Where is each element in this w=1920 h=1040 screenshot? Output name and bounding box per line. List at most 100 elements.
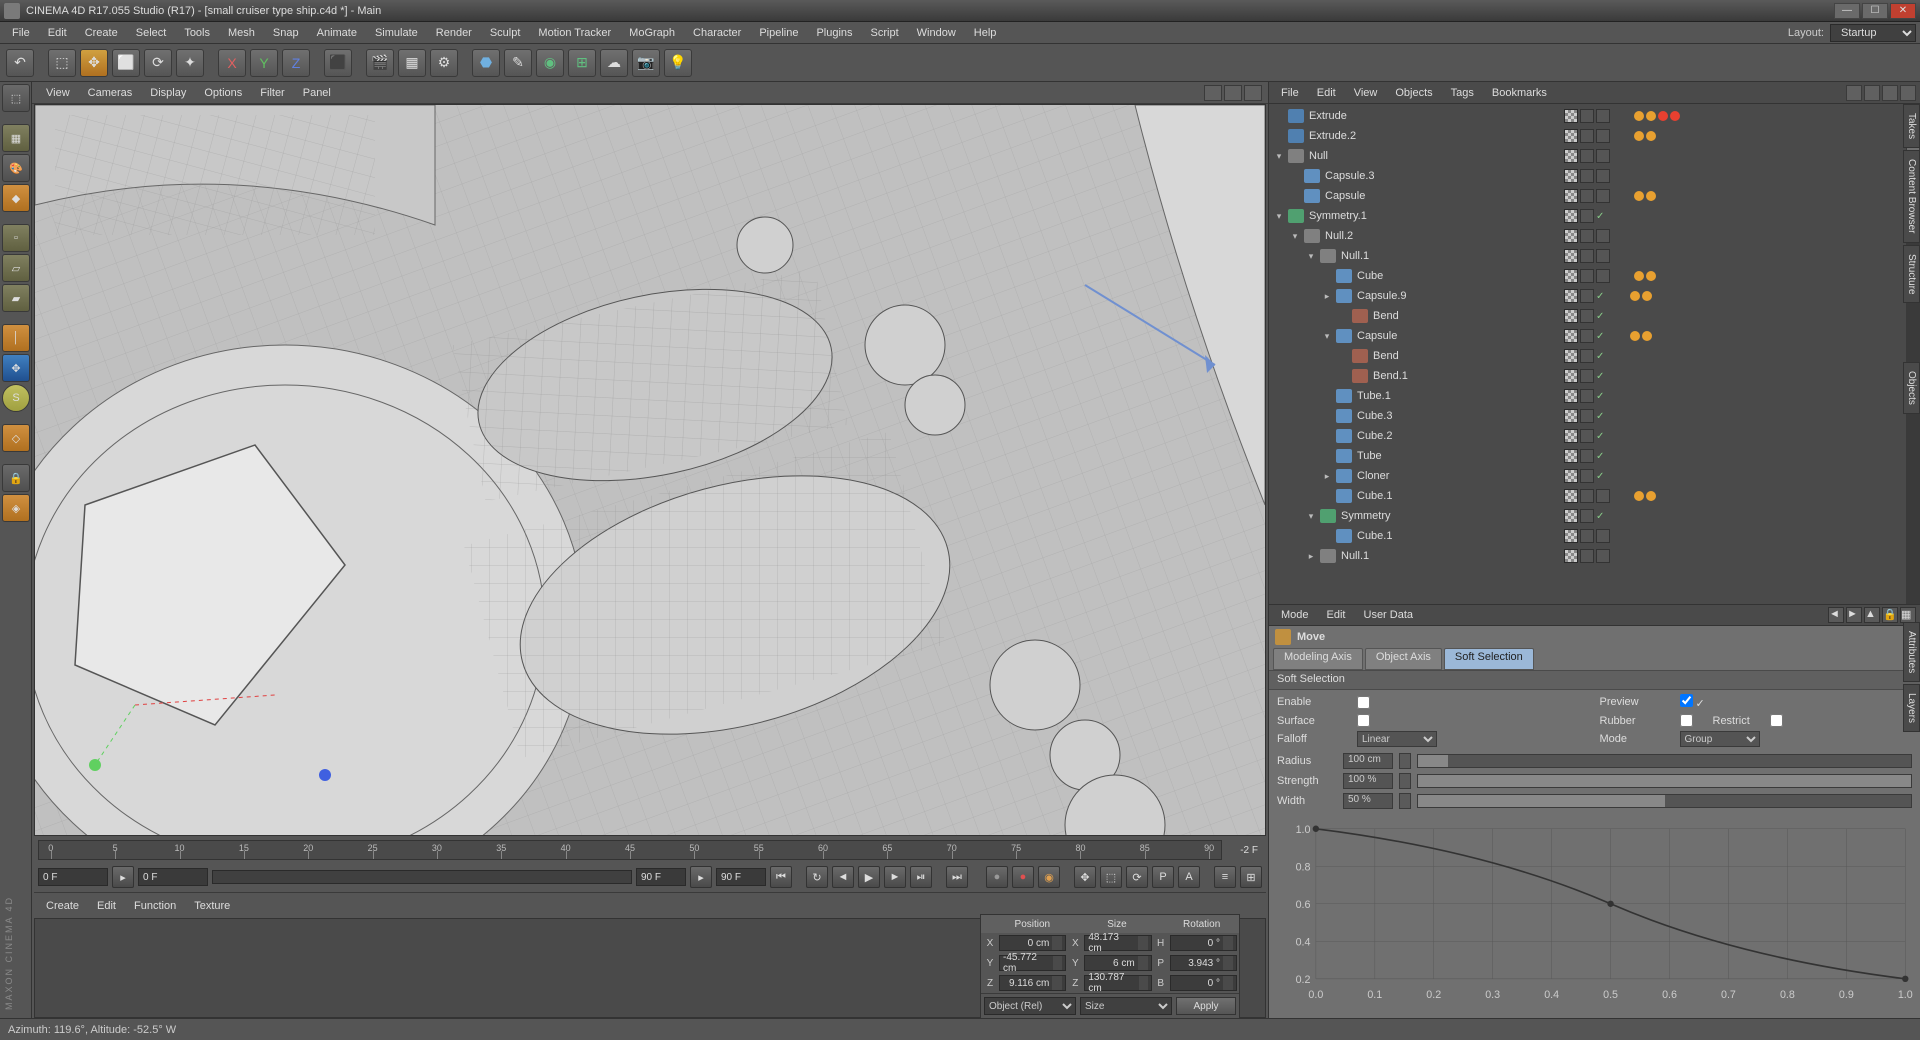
menu-help[interactable]: Help	[966, 25, 1005, 41]
strength-spinner[interactable]	[1399, 773, 1411, 789]
tree-row-cube[interactable]: Cube	[1269, 266, 1920, 286]
view-menu-panel[interactable]: Panel	[295, 85, 339, 101]
goto-start-button[interactable]: ⏮	[770, 866, 792, 888]
y-axis-button[interactable]: Y	[250, 49, 278, 77]
vp-config2-button[interactable]	[1224, 85, 1242, 101]
texture-mode-button[interactable]: 🎨	[2, 154, 30, 182]
menu-create[interactable]: Create	[77, 25, 126, 41]
workplane2-button[interactable]: ◇	[2, 424, 30, 452]
maximize-button[interactable]: ☐	[1862, 3, 1888, 19]
tree-row-extrude-2[interactable]: Extrude.2	[1269, 126, 1920, 146]
side-tab-takes[interactable]: Takes	[1903, 104, 1920, 148]
tree-row-extrude[interactable]: Extrude	[1269, 106, 1920, 126]
key-opt1-button[interactable]: ≡	[1214, 866, 1236, 888]
record-button[interactable]: ●	[986, 866, 1008, 888]
deformer-button[interactable]: ⊞	[568, 49, 596, 77]
obj-menu-objects[interactable]: Objects	[1387, 85, 1440, 101]
radius-value[interactable]: 100 cm	[1343, 753, 1393, 769]
width-value[interactable]: 50 %	[1343, 793, 1393, 809]
tree-row-cloner[interactable]: ▸ Cloner ✓	[1269, 466, 1920, 486]
radius-slider[interactable]	[1417, 754, 1912, 768]
edge-mode-button[interactable]: ▱	[2, 254, 30, 282]
attr-back-button[interactable]: ◄	[1828, 607, 1844, 623]
menu-animate[interactable]: Animate	[309, 25, 365, 41]
tree-row-null-1[interactable]: ▸ Null.1	[1269, 546, 1920, 566]
obj-filter-button[interactable]	[1864, 85, 1880, 101]
keysel-button[interactable]: ◉	[1038, 866, 1060, 888]
view-menu-cameras[interactable]: Cameras	[80, 85, 141, 101]
mat-menu-edit[interactable]: Edit	[89, 898, 124, 914]
surface-checkbox[interactable]	[1357, 714, 1370, 727]
frame-start-field[interactable]	[38, 868, 108, 886]
key-scale-button[interactable]: ⬚	[1100, 866, 1122, 888]
attr-menu-edit[interactable]: Edit	[1319, 607, 1354, 623]
key-pos-button[interactable]: ✥	[1074, 866, 1096, 888]
timeline-ruler[interactable]: 051015202530354045505560657075808590	[38, 840, 1222, 860]
rotate-button[interactable]: ⟳	[144, 49, 172, 77]
side-tab-objects[interactable]: Objects	[1903, 362, 1920, 414]
tree-expand-icon[interactable]: ▾	[1273, 211, 1285, 222]
frame-cur-field[interactable]	[138, 868, 208, 886]
tree-expand-icon[interactable]: ▸	[1305, 551, 1317, 562]
coord-r-B[interactable]: 0 °	[1170, 975, 1237, 991]
move-button[interactable]: ✥	[80, 49, 108, 77]
side-tab-structure[interactable]: Structure	[1903, 245, 1920, 304]
coord-r-H[interactable]: 0 °	[1170, 935, 1237, 951]
render-view-button[interactable]: 🎬	[366, 49, 394, 77]
coord-apply-button[interactable]: Apply	[1176, 997, 1236, 1015]
mat-menu-texture[interactable]: Texture	[186, 898, 238, 914]
last-tool-button[interactable]: ✦	[176, 49, 204, 77]
menu-snap[interactable]: Snap	[265, 25, 307, 41]
preview-checkbox[interactable]	[1680, 694, 1693, 707]
goto-end-button[interactable]: ⏭	[946, 866, 968, 888]
attr-menu-user-data[interactable]: User Data	[1356, 607, 1422, 623]
view-menu-filter[interactable]: Filter	[252, 85, 292, 101]
menu-sculpt[interactable]: Sculpt	[482, 25, 529, 41]
side-tab-content-browser[interactable]: Content Browser	[1903, 150, 1920, 242]
menu-pipeline[interactable]: Pipeline	[751, 25, 806, 41]
coord-p-Y[interactable]: -45.772 cm	[999, 955, 1066, 971]
view-menu-view[interactable]: View	[38, 85, 78, 101]
key-param-button[interactable]: P	[1152, 866, 1174, 888]
object-manager[interactable]: Extrude Extrude.2 ▾ Null Capsule.3	[1269, 104, 1920, 604]
tree-row-null-1[interactable]: ▾ Null.1	[1269, 246, 1920, 266]
prev-key-button[interactable]: ⏯	[910, 866, 932, 888]
menu-plugins[interactable]: Plugins	[808, 25, 860, 41]
mode-select[interactable]: Group	[1680, 731, 1760, 747]
side-tab-attributes[interactable]: Attributes	[1903, 622, 1920, 682]
obj-search-button[interactable]	[1846, 85, 1862, 101]
tree-expand-icon[interactable]: ▾	[1305, 251, 1317, 262]
obj-menu-button[interactable]	[1900, 85, 1916, 101]
tree-expand-icon[interactable]: ▾	[1321, 331, 1333, 342]
strength-slider[interactable]	[1417, 774, 1912, 788]
z-axis-button[interactable]: Z	[282, 49, 310, 77]
tree-row-capsule[interactable]: ▾ Capsule ✓	[1269, 326, 1920, 346]
tree-row-null[interactable]: ▾ Null	[1269, 146, 1920, 166]
radius-spinner[interactable]	[1399, 753, 1411, 769]
render-region-button[interactable]: ▦	[398, 49, 426, 77]
minimize-button[interactable]: —	[1834, 3, 1860, 19]
view-menu-display[interactable]: Display	[142, 85, 194, 101]
tree-row-bend[interactable]: Bend ✓	[1269, 306, 1920, 326]
menu-motion-tracker[interactable]: Motion Tracker	[530, 25, 619, 41]
coord-r-P[interactable]: 3.943 °	[1170, 955, 1237, 971]
tree-row-capsule[interactable]: Capsule	[1269, 186, 1920, 206]
attr-fwd-button[interactable]: ►	[1846, 607, 1862, 623]
timeline[interactable]: 051015202530354045505560657075808590 -2 …	[34, 838, 1266, 862]
x-axis-button[interactable]: X	[218, 49, 246, 77]
coord-system-button[interactable]: ⬛	[324, 49, 352, 77]
close-button[interactable]: ✕	[1890, 3, 1916, 19]
tree-row-cube-1[interactable]: Cube.1	[1269, 526, 1920, 546]
width-spinner[interactable]	[1399, 793, 1411, 809]
obj-menu-file[interactable]: File	[1273, 85, 1307, 101]
axis-button[interactable]: │	[2, 324, 30, 352]
viewport[interactable]: Perspective Total Objects Grid Spacing :…	[34, 104, 1266, 836]
coord-mode2-select[interactable]: Size	[1080, 997, 1172, 1015]
mat-menu-function[interactable]: Function	[126, 898, 184, 914]
vp-config1-button[interactable]	[1204, 85, 1222, 101]
falloff-curve[interactable]: 1.00.80.60.40.2 0.00.10.20.30.40.50.60.7…	[1273, 815, 1916, 1014]
menu-window[interactable]: Window	[909, 25, 964, 41]
menu-character[interactable]: Character	[685, 25, 749, 41]
menu-script[interactable]: Script	[863, 25, 907, 41]
tree-row-tube[interactable]: Tube ✓	[1269, 446, 1920, 466]
